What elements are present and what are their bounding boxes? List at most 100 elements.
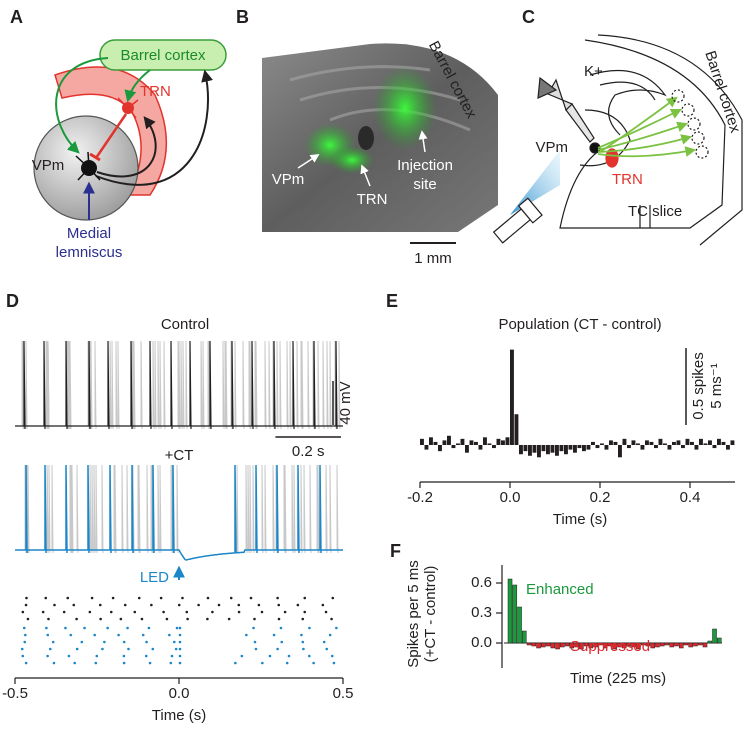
bar [613, 441, 618, 445]
raster-dot [148, 661, 152, 665]
light-beam [510, 150, 560, 215]
bar [654, 445, 658, 449]
bar [618, 445, 622, 458]
raster-dot [303, 596, 307, 600]
raster-dot [24, 661, 28, 665]
raster-dot [141, 633, 145, 637]
raster-dot [211, 610, 214, 614]
arrow [95, 69, 213, 186]
bar [420, 438, 424, 445]
bar [560, 642, 565, 648]
bar [507, 578, 513, 644]
raster-dot [24, 633, 27, 637]
bar [721, 441, 726, 445]
raster-dot [122, 640, 126, 644]
raster-dot [168, 633, 171, 637]
bar [456, 443, 460, 445]
raster-dot [109, 610, 113, 614]
raster-dot [21, 654, 25, 658]
bar [483, 437, 487, 445]
bar [564, 445, 568, 455]
bar [640, 445, 645, 450]
slice-outline [597, 34, 743, 246]
label: K+ [584, 63, 603, 80]
raster-dot [308, 654, 311, 658]
raster-dot [123, 603, 127, 607]
flashlight [492, 197, 543, 244]
x-tick-label: 0.0 [169, 685, 190, 702]
raster-dot [144, 654, 148, 658]
bar [667, 445, 672, 450]
raster-dot [277, 603, 281, 607]
raster-dot [21, 610, 25, 614]
raster-dot [280, 640, 284, 644]
raster-dot [197, 603, 200, 607]
raster-dot [186, 617, 189, 621]
raster-dot [88, 610, 92, 614]
bar [640, 642, 646, 646]
raster-dot [301, 640, 305, 644]
raster-dot [93, 633, 97, 637]
arrow [360, 164, 371, 187]
raster-dot [237, 610, 241, 614]
bar [621, 642, 627, 649]
barrels [671, 89, 709, 159]
raster-dot [23, 640, 27, 644]
label: TC slice [628, 203, 682, 220]
raster-dot [272, 633, 276, 637]
x-tick-label: 0.2 [590, 489, 611, 506]
raster-dot [330, 617, 333, 621]
raster-dot [322, 640, 326, 644]
raster-dot [159, 596, 163, 600]
bar [555, 642, 560, 650]
raster-dot [287, 654, 291, 658]
raster-dot [178, 647, 182, 651]
bar [683, 642, 689, 646]
bar [531, 642, 537, 647]
raster-dot [234, 661, 237, 665]
bar [512, 584, 518, 644]
raster-dot [324, 610, 328, 614]
bar [595, 445, 600, 449]
bar [586, 445, 591, 450]
bar [583, 642, 589, 647]
bar [699, 438, 703, 445]
bar [433, 441, 438, 445]
label: TRN [140, 83, 171, 100]
bar [690, 441, 694, 445]
panel-letter: D [6, 291, 19, 311]
y-tick-label: 0.3 [471, 604, 492, 621]
label: VPm [535, 139, 568, 156]
bar [492, 445, 496, 449]
raster-dot [178, 626, 182, 630]
raster-dot [308, 626, 311, 630]
raster-dot [67, 654, 71, 658]
bar [712, 628, 717, 644]
bar [505, 437, 510, 445]
trace-overlay [15, 464, 343, 561]
bar [460, 438, 465, 445]
bar [545, 642, 551, 647]
raster-dot [253, 617, 256, 621]
bar [514, 414, 519, 445]
raster-dot [175, 626, 179, 630]
bar [579, 642, 584, 650]
bar [429, 437, 433, 445]
raster-dot [83, 626, 86, 630]
bar [627, 445, 631, 449]
raster-dot [52, 661, 56, 665]
raster-dot [172, 640, 176, 644]
raster-dot [178, 640, 182, 644]
bar [478, 445, 483, 450]
bar [600, 443, 604, 445]
green-blob [330, 146, 374, 174]
raster-dot [249, 596, 253, 600]
raster-dot [283, 610, 287, 614]
raster-dot [178, 633, 182, 637]
bar [528, 445, 532, 456]
bar [612, 642, 617, 650]
raster-dot [303, 610, 307, 614]
raster-dot [330, 654, 334, 658]
bar [447, 435, 451, 445]
raster-dot [174, 647, 178, 651]
